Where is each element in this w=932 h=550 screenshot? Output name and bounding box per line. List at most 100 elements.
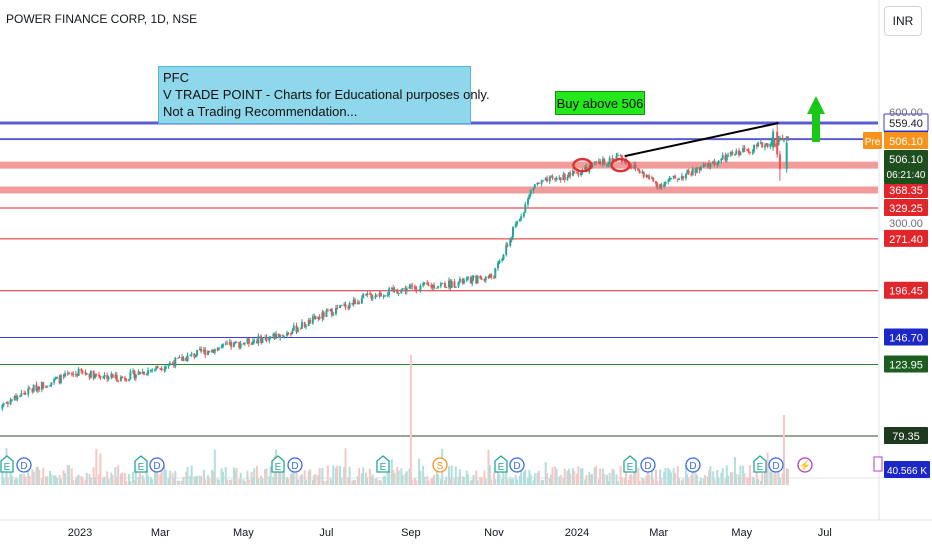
candle-body[interactable] (360, 298, 363, 304)
candle-body[interactable] (717, 160, 720, 164)
candle-body[interactable] (778, 137, 781, 139)
candle-body[interactable] (55, 376, 58, 379)
candle-body[interactable] (540, 180, 543, 184)
candle-body[interactable] (479, 275, 482, 279)
candle-body[interactable] (484, 276, 487, 281)
candle-body[interactable] (510, 237, 513, 240)
candle-body[interactable] (167, 364, 170, 367)
candle-body[interactable] (747, 149, 750, 152)
candle-body[interactable] (743, 147, 746, 150)
candle-body[interactable] (256, 340, 259, 344)
dividend-event-icon[interactable] (16, 457, 32, 473)
candle-body[interactable] (537, 182, 540, 184)
candle-body[interactable] (536, 182, 539, 185)
candle-body[interactable] (601, 159, 604, 165)
candle-body[interactable] (62, 375, 65, 377)
candle-body[interactable] (529, 190, 532, 195)
candle-body[interactable] (272, 333, 275, 337)
spike-body-1[interactable] (776, 131, 779, 155)
candle-body[interactable] (200, 348, 203, 352)
candle-body[interactable] (295, 325, 298, 332)
candle-body[interactable] (721, 155, 724, 159)
candle-body[interactable] (642, 171, 645, 177)
candle-body[interactable] (668, 178, 671, 181)
candle-body[interactable] (569, 172, 572, 176)
candle-body[interactable] (506, 244, 509, 246)
candle-body[interactable] (487, 276, 490, 278)
candle-body[interactable] (352, 299, 355, 305)
dividend-event-icon[interactable] (149, 457, 165, 473)
candle-body[interactable] (253, 340, 256, 342)
candle-body[interactable] (273, 333, 276, 339)
earnings-event-icon[interactable] (271, 455, 285, 473)
candle-body[interactable] (724, 155, 727, 161)
candle-body[interactable] (260, 335, 263, 343)
candle-body[interactable] (163, 368, 166, 371)
candle-body[interactable] (5, 402, 8, 404)
candle-body[interactable] (292, 325, 295, 331)
candle-body[interactable] (66, 373, 69, 375)
candle-body[interactable] (390, 287, 393, 289)
candle-body[interactable] (498, 260, 501, 263)
candle-body[interactable] (687, 170, 690, 174)
candle-body[interactable] (518, 218, 521, 222)
candle-body[interactable] (703, 164, 706, 167)
candle-body[interactable] (36, 386, 39, 391)
candle-body[interactable] (281, 335, 284, 337)
candle-body[interactable] (782, 139, 785, 141)
candle-body[interactable] (250, 343, 253, 345)
candle-body[interactable] (751, 151, 754, 153)
candle-body[interactable] (533, 184, 536, 188)
candle-body[interactable] (27, 388, 30, 395)
candle-body[interactable] (550, 176, 553, 178)
candle-body[interactable] (497, 262, 500, 269)
candle-body[interactable] (171, 362, 174, 364)
candle-body[interactable] (325, 310, 328, 317)
candle-body[interactable] (196, 349, 199, 356)
candle-body[interactable] (269, 336, 272, 338)
candle-body[interactable] (597, 161, 600, 164)
candle-body[interactable] (472, 275, 475, 278)
candle-body[interactable] (230, 342, 233, 348)
candle-body[interactable] (64, 373, 67, 377)
spike-body-2[interactable] (778, 154, 781, 169)
candle-body[interactable] (347, 307, 350, 309)
candle-body[interactable] (287, 332, 290, 334)
candle-body[interactable] (277, 333, 280, 338)
candle-body[interactable] (514, 224, 517, 228)
candle-body[interactable] (467, 277, 470, 279)
candle-body[interactable] (439, 283, 442, 287)
candle-body[interactable] (329, 308, 332, 311)
candle-body[interactable] (103, 374, 106, 378)
candle-body[interactable] (366, 293, 369, 296)
candle-body[interactable] (164, 366, 167, 369)
candle-body[interactable] (44, 386, 47, 388)
candle-body[interactable] (765, 143, 768, 146)
candle-body[interactable] (526, 198, 529, 205)
candle-body[interactable] (16, 397, 19, 400)
candle-body[interactable] (382, 295, 385, 297)
candle-body[interactable] (232, 342, 235, 348)
candle-body[interactable] (351, 303, 354, 305)
candle-body[interactable] (216, 348, 219, 350)
candle-body[interactable] (102, 377, 105, 379)
candle-body[interactable] (186, 355, 189, 362)
candle-body[interactable] (15, 396, 18, 400)
candle-body[interactable] (690, 173, 693, 176)
candle-body[interactable] (134, 374, 137, 379)
lightning-event-icon[interactable] (797, 457, 813, 473)
candle-body[interactable] (80, 368, 83, 372)
candle-body[interactable] (370, 294, 373, 299)
candles[interactable] (1, 134, 790, 412)
candle-body[interactable] (551, 176, 554, 178)
earnings-event-icon[interactable] (753, 455, 767, 473)
candle-body[interactable] (178, 356, 181, 358)
candle-body[interactable] (660, 184, 663, 187)
candle-body[interactable] (759, 142, 762, 144)
candle-body[interactable] (343, 304, 346, 306)
candle-body[interactable] (59, 375, 62, 383)
candle-body[interactable] (766, 143, 769, 147)
candle-body[interactable] (238, 342, 241, 348)
candle-body[interactable] (488, 274, 491, 278)
